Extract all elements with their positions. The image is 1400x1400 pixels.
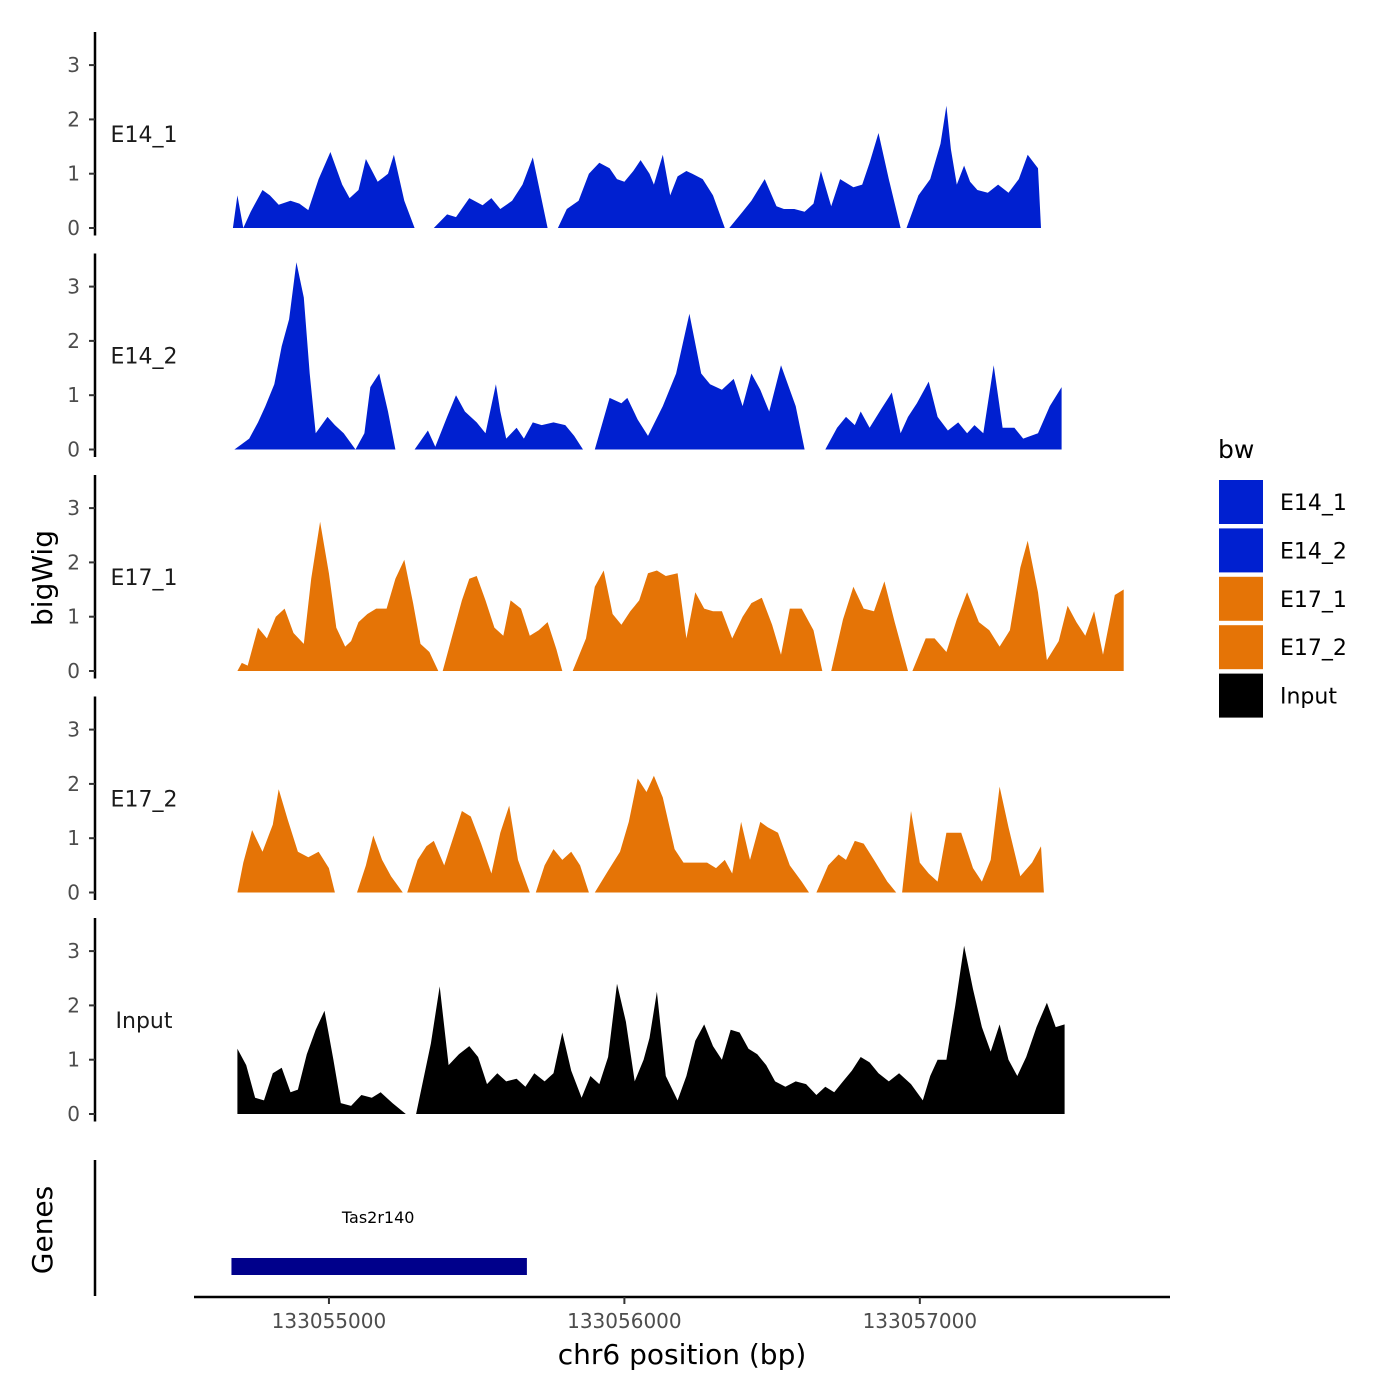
track-label: E17_2: [111, 788, 178, 813]
signal-area: [594, 775, 809, 893]
y-tick-label: 2: [67, 772, 80, 796]
signal-area: [557, 154, 725, 228]
y-tick-label: 3: [67, 939, 80, 963]
y-tick-label: 0: [67, 438, 80, 462]
y-tick-label: 1: [67, 162, 80, 186]
track-e14_2: 0 1 2 3 E14_2: [67, 253, 1062, 462]
genes-axis-title: Genes: [26, 1186, 59, 1274]
signal-area: [729, 133, 901, 228]
signal-area: [237, 1010, 406, 1114]
y-tick-label: 2: [67, 993, 80, 1017]
legend-swatch: [1219, 480, 1263, 524]
signal-area: [816, 840, 897, 893]
y-tick-label: 0: [67, 1102, 80, 1126]
x-axis: 133055000 133056000 133057000: [194, 1295, 1170, 1333]
signal-tracks: 0 1 2 3 E14_1 0 1 2 3 E14_2 0 1 2 3 E17_1 0 1 2 3 E17_2 0 1 2 3…: [67, 32, 1124, 1126]
legend: bw E14_1 E14_2 E17_1 E17_2 Input: [1218, 435, 1347, 718]
y-tick-label: 1: [67, 1048, 80, 1072]
track-label: Input: [116, 1009, 173, 1034]
y-tick-label: 3: [67, 53, 80, 77]
y-axis-title: bigWig: [26, 530, 59, 626]
gene-body: [231, 1258, 527, 1275]
y-tick-label: 0: [67, 881, 80, 905]
signal-area: [234, 262, 396, 450]
signal-area: [572, 570, 823, 671]
signal-area: [594, 313, 805, 450]
x-axis-title: chr6 position (bp): [558, 1338, 807, 1371]
x-tick-label: 133057000: [863, 1309, 978, 1333]
genes-track: Tas2r140: [93, 1160, 527, 1296]
signal-area: [825, 365, 1062, 450]
y-tick-label: 3: [67, 275, 80, 299]
legend-swatch: [1219, 528, 1263, 573]
signal-area: [535, 849, 589, 893]
x-tick-label: 133056000: [567, 1309, 682, 1333]
y-tick-label: 0: [67, 216, 80, 240]
track-label: E14_2: [111, 345, 178, 370]
y-tick-label: 1: [67, 383, 80, 407]
legend-label: E17_1: [1280, 588, 1347, 613]
y-tick-label: 2: [67, 107, 80, 131]
track-label: E14_1: [111, 123, 178, 148]
signal-area: [232, 152, 415, 228]
y-tick-label: 2: [67, 329, 80, 353]
signal-area: [407, 805, 530, 893]
gene-label: Tas2r140: [341, 1208, 415, 1227]
x-tick-label: 133055000: [272, 1309, 387, 1333]
track-e14_1: 0 1 2 3 E14_1: [67, 32, 1041, 240]
signal-area: [442, 576, 563, 671]
signal-area: [414, 384, 583, 450]
track-e17_1: 0 1 2 3 E17_1: [67, 475, 1124, 683]
track-input: 0 1 2 3 Input: [67, 918, 1065, 1126]
signal-area: [357, 835, 403, 893]
y-tick-label: 3: [67, 718, 80, 742]
legend-label: Input: [1280, 685, 1337, 710]
signal-area: [831, 581, 908, 671]
y-tick-label: 2: [67, 550, 80, 574]
track-e17_2: 0 1 2 3 E17_2: [67, 696, 1044, 905]
y-tick-label: 3: [67, 496, 80, 520]
legend-title: bw: [1218, 435, 1254, 464]
legend-label: E14_2: [1280, 539, 1347, 564]
legend-label: E14_1: [1280, 491, 1347, 516]
legend-swatch: [1219, 673, 1263, 718]
legend-swatch: [1219, 576, 1263, 621]
signal-area: [237, 521, 439, 671]
signal-area: [902, 786, 1044, 893]
signal-area: [912, 540, 1124, 671]
legend-label: E17_2: [1280, 636, 1347, 661]
legend-swatch: [1219, 625, 1263, 670]
signal-area: [433, 157, 548, 228]
y-tick-label: 1: [67, 605, 80, 629]
y-tick-label: 0: [67, 659, 80, 683]
y-tick-label: 1: [67, 826, 80, 850]
track-label: E17_1: [111, 566, 178, 591]
signal-area: [906, 105, 1041, 228]
signal-area: [237, 789, 335, 893]
signal-area: [416, 945, 1065, 1114]
